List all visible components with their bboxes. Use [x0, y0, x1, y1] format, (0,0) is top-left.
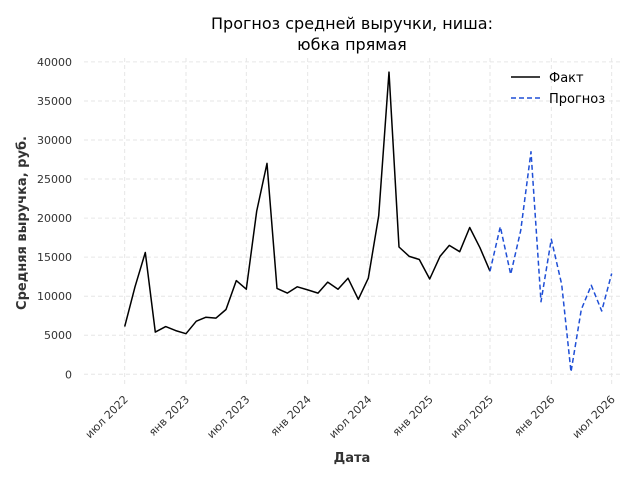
- grid: [84, 58, 622, 386]
- legend: Факт Прогноз: [511, 71, 605, 107]
- legend-label-fact: Факт: [549, 71, 584, 86]
- x-tick-label: июл 2025: [448, 393, 496, 441]
- x-tick-label: янв 2024: [268, 393, 314, 439]
- x-tick-label: июл 2026: [570, 393, 618, 441]
- y-tick-label: 10000: [37, 290, 72, 303]
- x-tick-label: июл 2023: [204, 393, 252, 441]
- legend-label-forecast: Прогноз: [549, 92, 605, 107]
- x-tick-label: июл 2022: [83, 393, 131, 441]
- x-tick-label: янв 2023: [146, 393, 192, 439]
- y-tick-label: 20000: [37, 212, 72, 225]
- x-axis-label: Дата: [334, 451, 371, 466]
- x-tick-label: июл 2024: [326, 393, 374, 441]
- series-line-fact: [123, 71, 491, 335]
- y-tick-label: 15000: [37, 251, 72, 264]
- y-tick-label: 40000: [37, 56, 72, 69]
- x-tick-label: янв 2026: [512, 393, 558, 439]
- y-axis-ticks: 0 5000 10000 15000 20000 25000 30000 35000 40000: [37, 56, 72, 381]
- series-lines: [123, 71, 613, 373]
- chart-title-line-2: юбка прямая: [297, 35, 407, 54]
- y-tick-label: 5000: [44, 329, 72, 342]
- x-tick-label: янв 2025: [390, 393, 436, 439]
- y-axis-label: Средняя выручка, руб.: [15, 136, 30, 310]
- series-line-forecast: [489, 150, 613, 373]
- x-axis-ticks: июл 2022 янв 2023 июл 2023 янв 2024 июл 2024…: [83, 393, 618, 441]
- y-tick-label: 30000: [37, 134, 72, 147]
- y-tick-label: 0: [65, 368, 72, 381]
- chart-title-line-1: Прогноз средней выручки, ниша:: [211, 14, 493, 33]
- y-tick-label: 35000: [37, 95, 72, 108]
- y-tick-label: 25000: [37, 173, 72, 186]
